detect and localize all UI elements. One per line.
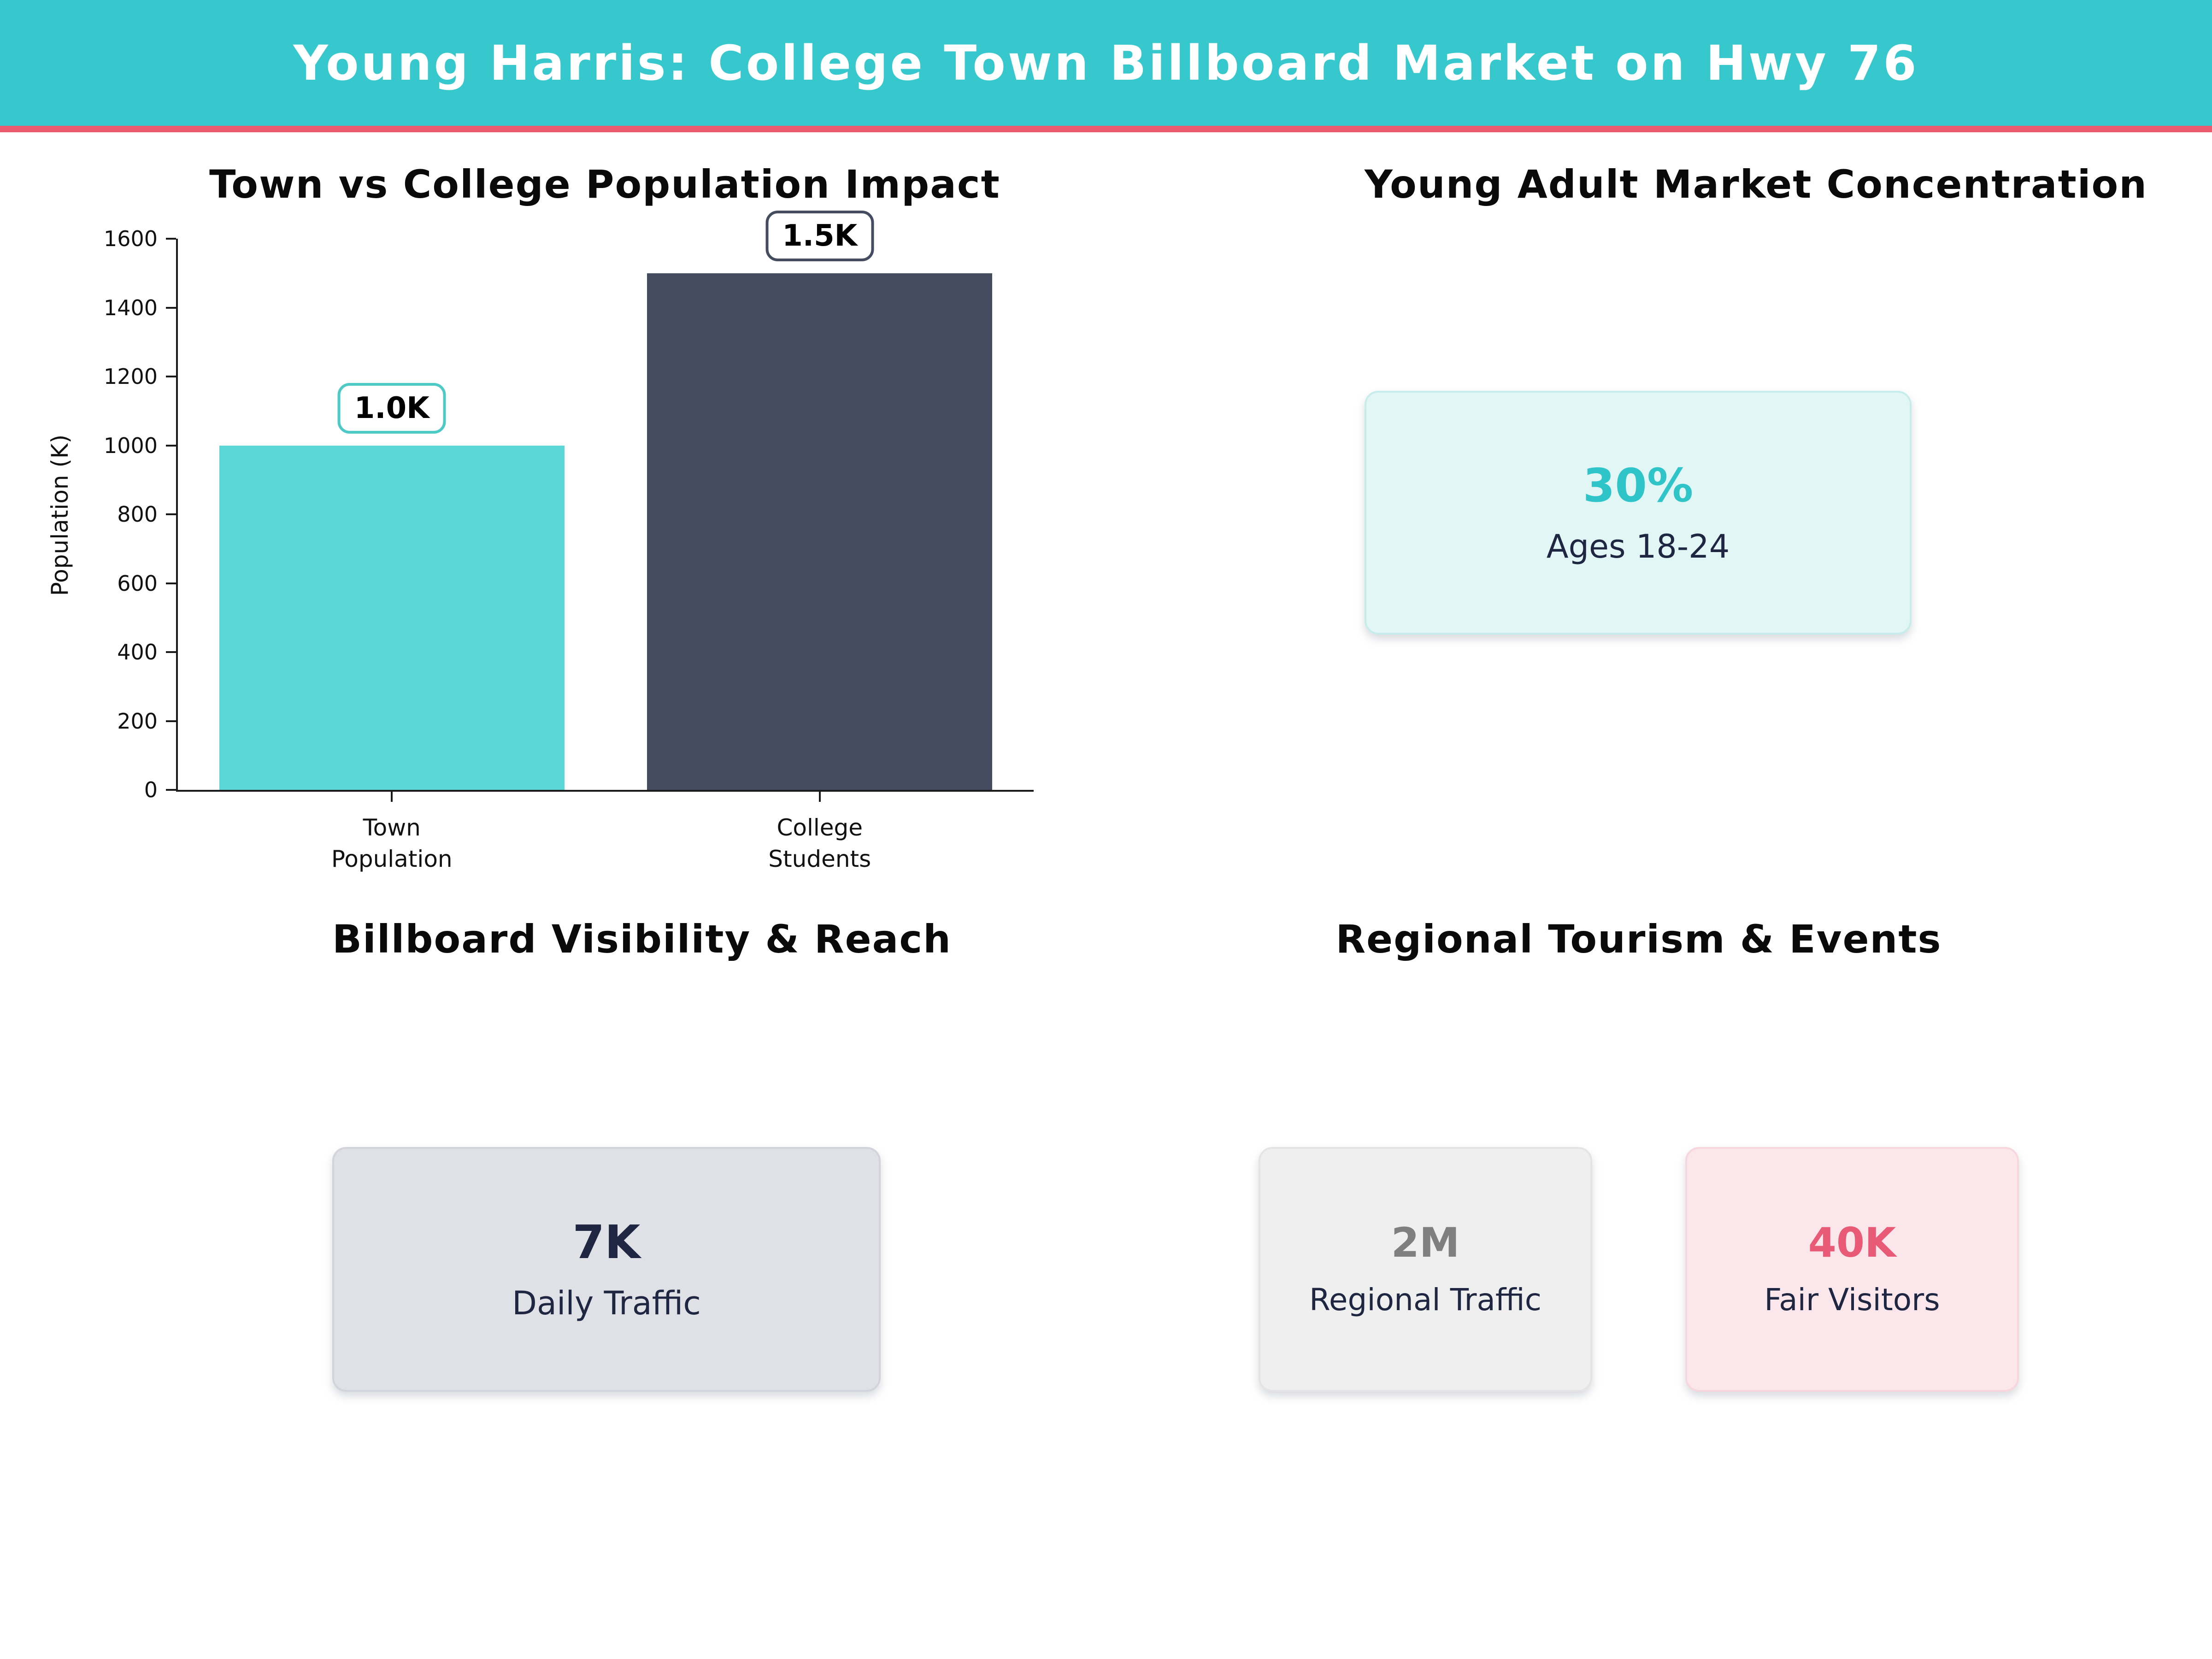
y-tick-mark	[166, 789, 176, 791]
fair-visitors-stat-value: 40K	[1808, 1219, 1896, 1266]
bar-value-label: 1.5K	[765, 210, 874, 261]
y-axis-label: Population (K)	[47, 434, 73, 596]
y-tick-mark	[166, 444, 176, 447]
fair-visitors-stat-card: 40K Fair Visitors	[1685, 1147, 2019, 1392]
y-tick-label: 800	[117, 502, 158, 527]
market-concentration-title: Young Adult Market Concentration	[1365, 162, 2148, 207]
y-tick-label: 400	[117, 640, 158, 665]
x-tick-label: College Students	[768, 814, 871, 872]
bar-college-students	[647, 273, 993, 790]
header-banner: Young Harris: College Town Billboard Mar…	[0, 0, 2212, 132]
y-tick-mark	[166, 306, 176, 309]
page-title: Young Harris: College Town Billboard Mar…	[293, 35, 1919, 91]
daily-traffic-stat-value: 7K	[572, 1215, 641, 1269]
y-tick-mark	[166, 513, 176, 515]
regional-traffic-stat-value: 2M	[1391, 1219, 1460, 1266]
ages-18-24-stat-caption: Ages 18-24	[1546, 527, 1730, 565]
x-tick-mark	[818, 792, 821, 802]
bar-town-population	[219, 445, 565, 790]
population-bar-chart: 0 200 400 600 800 1000 1200 1400 1600 1.0K Town Pop…	[104, 210, 1034, 872]
daily-traffic-stat-caption: Daily Traffic	[512, 1284, 701, 1322]
y-tick-label: 1200	[103, 364, 158, 389]
daily-traffic-stat-card: 7K Daily Traffic	[332, 1147, 881, 1392]
y-tick-mark	[166, 651, 176, 653]
y-tick-mark	[166, 582, 176, 584]
ages-18-24-stat-card: 30% Ages 18-24	[1365, 391, 1912, 635]
y-tick-label: 1000	[103, 433, 158, 458]
bar-value-label: 1.0K	[337, 382, 446, 434]
population-chart-title: Town vs College Population Impact	[209, 162, 1000, 207]
y-tick-mark	[166, 376, 176, 377]
regional-traffic-stat-card: 2M Regional Traffic	[1259, 1147, 1592, 1392]
y-tick-label: 600	[117, 571, 158, 596]
x-tick-mark	[391, 792, 393, 802]
visibility-title: Billboard Visibility & Reach	[332, 917, 952, 962]
fair-visitors-stat-caption: Fair Visitors	[1764, 1282, 1940, 1318]
y-tick-label: 1600	[103, 226, 158, 251]
y-tick-label: 0	[144, 777, 158, 802]
y-tick-mark	[166, 720, 176, 722]
regional-traffic-stat-caption: Regional Traffic	[1309, 1282, 1541, 1318]
ages-18-24-stat-value: 30%	[1583, 458, 1694, 512]
tourism-title: Regional Tourism & Events	[1335, 917, 1942, 962]
y-tick-label: 1400	[103, 295, 158, 320]
x-tick-label: Town Population	[331, 814, 453, 872]
y-tick-label: 200	[117, 708, 158, 734]
y-tick-mark	[166, 238, 176, 240]
